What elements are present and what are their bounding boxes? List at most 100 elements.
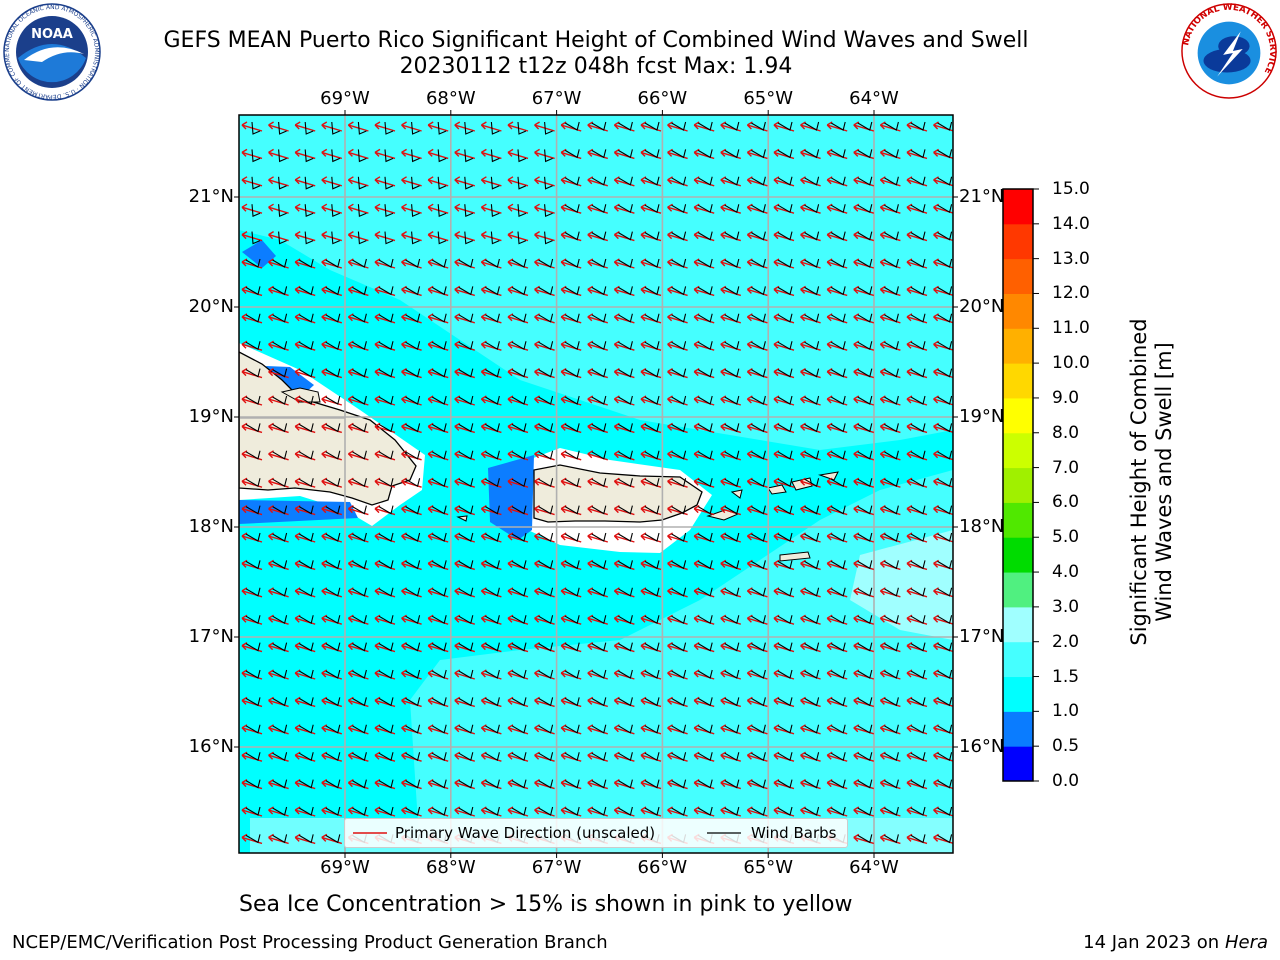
wave-arrow xyxy=(906,617,928,625)
wind-barb xyxy=(671,286,687,296)
wave-arrow xyxy=(693,398,715,406)
wave-arrow-head xyxy=(347,504,354,514)
wind-barb xyxy=(804,669,820,679)
wave-arrow xyxy=(693,124,715,132)
lon-label-top: 65°W xyxy=(743,88,794,109)
wave-arrow xyxy=(640,781,662,790)
wind-barb xyxy=(857,615,873,625)
wave-arrow xyxy=(720,535,742,543)
wave-arrow-head xyxy=(560,395,567,404)
wind-barb xyxy=(431,669,447,679)
wave-arrow-head xyxy=(374,258,381,267)
wave-arrow xyxy=(880,590,901,598)
wave-arrow xyxy=(427,480,449,488)
wind-barb xyxy=(564,724,580,734)
wind-barb xyxy=(331,231,341,245)
wave-arrow-head xyxy=(906,313,913,322)
wave-arrow-head xyxy=(667,285,673,294)
wind-barb xyxy=(458,478,474,488)
wave-arrow xyxy=(560,261,582,269)
wind-barb xyxy=(830,121,846,131)
wave-arrow xyxy=(294,507,316,516)
wave-arrow-head xyxy=(773,395,780,404)
wave-arrow xyxy=(321,754,343,762)
wave-arrow-head xyxy=(613,778,620,788)
wind-barb xyxy=(298,450,314,460)
wave-arrow-head xyxy=(294,367,301,377)
wave-arrow-head xyxy=(347,724,354,733)
wave-arrow-head xyxy=(853,148,860,157)
wave-arrow xyxy=(427,590,449,598)
wind-barb xyxy=(591,669,607,679)
wave-arrow-head xyxy=(401,614,407,623)
wave-arrow-head xyxy=(507,121,514,130)
wave-arrow xyxy=(906,343,928,351)
wind-barb xyxy=(724,121,740,131)
wave-arrow-head xyxy=(906,751,913,760)
colorbar-tick-label: 10.0 xyxy=(1052,353,1090,374)
wave-arrow-head xyxy=(560,176,567,185)
wave-arrow-head xyxy=(241,696,248,705)
wind-barb xyxy=(751,478,766,488)
wave-arrow-head xyxy=(773,477,780,486)
wave-arrow-head xyxy=(374,587,381,596)
wind-barb xyxy=(697,724,713,734)
wind-barb xyxy=(325,423,341,433)
wave-arrow xyxy=(773,398,795,406)
wind-barb xyxy=(671,505,687,515)
wave-arrow-head xyxy=(427,148,434,157)
wave-arrow xyxy=(374,261,396,269)
wave-arrow xyxy=(560,206,582,214)
wave-arrow-head xyxy=(480,751,487,760)
wind-barb xyxy=(937,450,953,460)
wind-barb xyxy=(298,669,314,679)
wave-arrow xyxy=(693,809,715,817)
wind-barb xyxy=(697,121,713,131)
wave-arrow xyxy=(773,179,795,187)
wind-barb xyxy=(751,669,766,679)
wind-barb xyxy=(884,560,899,570)
wave-arrow xyxy=(826,644,848,653)
wave-arrow-head xyxy=(401,148,407,157)
wind-barb xyxy=(405,779,421,789)
wind-barb xyxy=(857,669,873,679)
wave-arrow-head xyxy=(374,121,381,130)
wind-barb xyxy=(697,176,713,186)
wave-arrow-head xyxy=(507,614,514,623)
colorbar-tick-label: 1.5 xyxy=(1052,666,1080,687)
wave-arrow-head xyxy=(773,587,780,596)
wave-arrow xyxy=(800,370,821,379)
wave-arrow xyxy=(401,370,422,379)
wind-barb xyxy=(458,395,474,405)
wind-barb xyxy=(724,478,740,488)
wave-arrow-head xyxy=(241,121,248,130)
wind-barb xyxy=(405,642,421,652)
wave-arrow-head xyxy=(241,724,248,733)
wave-arrow xyxy=(640,316,662,324)
wave-arrow xyxy=(906,836,928,845)
wind-barb xyxy=(884,258,899,268)
wave-arrow-head xyxy=(587,230,594,240)
wave-arrow xyxy=(560,425,582,434)
wave-arrow-head xyxy=(268,724,274,733)
wave-arrow xyxy=(587,754,609,762)
wave-arrow-head xyxy=(853,614,860,623)
wave-arrow-head xyxy=(507,176,514,185)
wave-arrow xyxy=(826,316,848,324)
wave-arrow xyxy=(268,261,289,269)
wave-arrow xyxy=(906,453,928,461)
wind-barb xyxy=(751,204,766,214)
wave-arrow-head xyxy=(241,176,248,185)
wave-arrow-head xyxy=(879,367,886,377)
wave-arrow-head xyxy=(534,230,540,240)
wave-arrow xyxy=(747,261,768,269)
wave-arrow xyxy=(747,343,768,351)
wave-arrow-head xyxy=(374,203,381,212)
wind-barb xyxy=(857,176,873,186)
wave-arrow-head xyxy=(640,532,647,541)
wind-barb xyxy=(352,642,367,652)
wave-arrow xyxy=(401,288,422,297)
wind-barb xyxy=(884,176,899,186)
wind-barb xyxy=(538,697,554,707)
wave-arrow xyxy=(773,781,795,790)
